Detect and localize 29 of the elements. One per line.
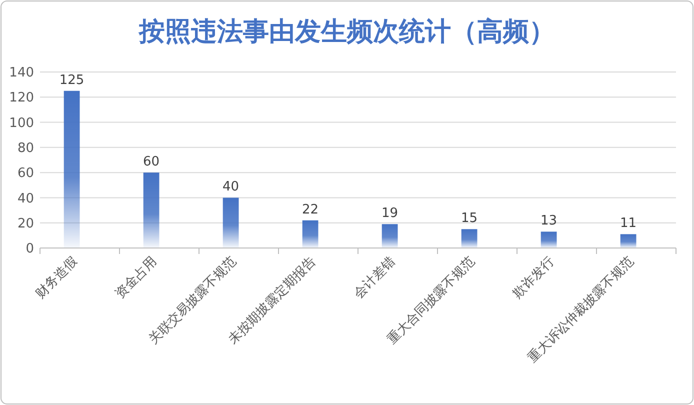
y-tick-label: 120 [9,90,34,106]
data-label: 60 [143,154,160,170]
bar [620,234,636,248]
data-label: 19 [382,206,398,222]
bar [222,198,239,248]
chart-title: 按照违法事由发生频次统计（高频） [138,17,555,47]
x-tick-label: 欺诈发行 [510,254,558,302]
data-label: 22 [302,202,319,218]
y-tick-label: 80 [17,140,34,156]
x-tick-label: 资金占用 [112,254,160,302]
y-tick-label: 20 [17,216,34,232]
y-tick-label: 0 [26,242,34,257]
data-label: 40 [222,180,240,195]
bar [143,172,160,248]
y-tick-label: 60 [17,166,34,182]
bar [64,90,80,248]
data-label: 13 [540,214,558,229]
bar [461,229,478,248]
y-tick-label: 100 [9,116,34,131]
y-tick-label: 40 [17,191,34,206]
y-tick-label: 140 [9,66,34,81]
x-tick-label: 会计差错 [351,254,399,302]
bar [302,220,318,248]
bar [382,224,398,248]
x-tick-label: 财务造假 [33,254,81,302]
data-label: 15 [461,211,478,226]
data-label: 11 [620,216,637,232]
data-label: 125 [59,72,84,88]
bar [540,232,557,248]
